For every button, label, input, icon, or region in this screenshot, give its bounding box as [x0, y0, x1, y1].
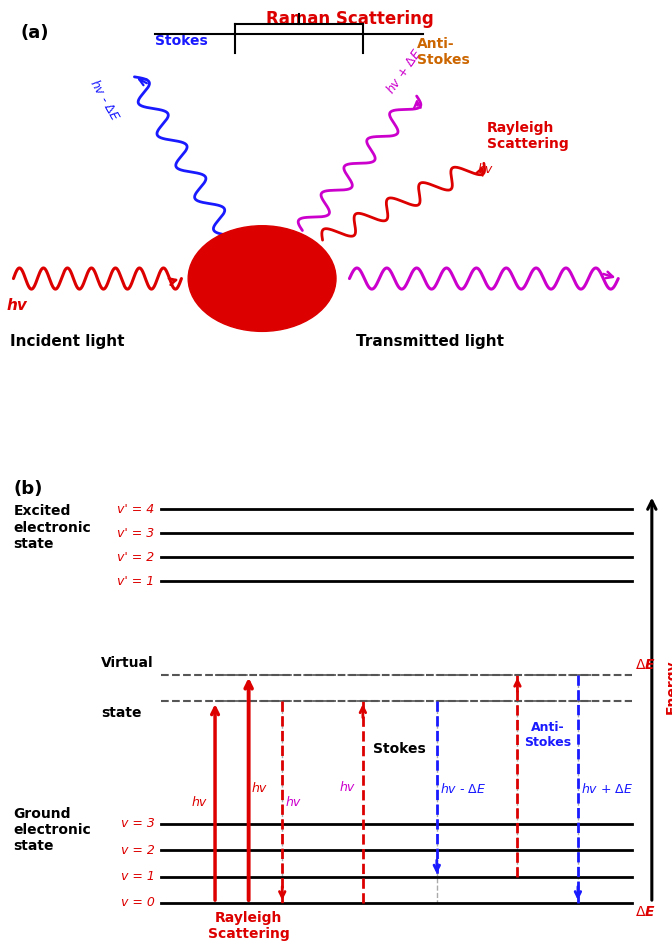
Text: hv + $\Delta$E: hv + $\Delta$E — [581, 782, 634, 796]
Text: Rayleigh
Scattering: Rayleigh Scattering — [487, 121, 569, 151]
Text: Anti-
Stokes: Anti- Stokes — [417, 37, 469, 68]
Text: state: state — [101, 706, 141, 720]
Text: v' = 2: v' = 2 — [118, 551, 155, 564]
Text: (a): (a) — [20, 24, 48, 42]
Text: v' = 4: v' = 4 — [118, 503, 155, 515]
Text: v' = 1: v' = 1 — [118, 574, 155, 588]
Text: Excited
electronic
state: Excited electronic state — [13, 504, 91, 551]
Text: hv: hv — [477, 163, 493, 176]
Text: $\Delta$E: $\Delta$E — [635, 905, 656, 920]
Text: v' = 3: v' = 3 — [118, 527, 155, 539]
Text: hv: hv — [7, 298, 28, 313]
Text: Stokes: Stokes — [374, 743, 426, 756]
Text: $\Delta$E: $\Delta$E — [635, 658, 656, 672]
Text: Transmitted light: Transmitted light — [356, 334, 504, 349]
Text: (b): (b) — [13, 480, 43, 498]
Text: Stokes: Stokes — [155, 34, 207, 48]
Text: Rayleigh
Scattering: Rayleigh Scattering — [208, 911, 290, 941]
Text: hv - $\Delta$E: hv - $\Delta$E — [440, 782, 487, 796]
Text: Virtual: Virtual — [101, 656, 153, 670]
Text: v = 3: v = 3 — [121, 817, 155, 830]
Text: Raman Scattering: Raman Scattering — [265, 10, 433, 28]
Text: hv - $\Delta$E: hv - $\Delta$E — [87, 76, 122, 123]
Text: Ground
electronic
state: Ground electronic state — [13, 806, 91, 853]
Text: Energy: Energy — [665, 660, 672, 714]
Text: Anti-
Stokes: Anti- Stokes — [524, 721, 571, 748]
Text: hv: hv — [286, 796, 301, 808]
Text: v = 1: v = 1 — [121, 870, 155, 883]
Text: hv: hv — [252, 783, 267, 795]
Text: hv + $\Delta$E: hv + $\Delta$E — [383, 46, 425, 97]
Text: v = 0: v = 0 — [121, 897, 155, 909]
Circle shape — [188, 225, 336, 331]
Text: hv: hv — [339, 781, 355, 794]
Text: hv: hv — [192, 796, 207, 808]
Text: Incident light: Incident light — [10, 334, 124, 349]
Text: v = 2: v = 2 — [121, 844, 155, 857]
